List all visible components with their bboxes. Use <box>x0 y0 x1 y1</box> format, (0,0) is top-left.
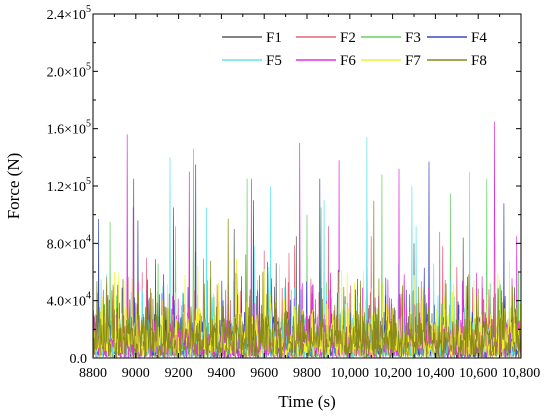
x-tick-label: 10,600 <box>459 366 498 381</box>
legend-label-f4: F4 <box>471 30 487 46</box>
series-layer <box>92 121 522 360</box>
legend-label-f1: F1 <box>266 30 282 46</box>
x-tick-label: 8800 <box>79 366 107 381</box>
y-tick-label: 0.0 <box>70 352 88 367</box>
x-axis-title: Time (s) <box>278 392 335 411</box>
legend-label-f8: F8 <box>471 53 487 69</box>
x-tick-label: 10,200 <box>373 366 412 381</box>
x-tick-label: 9000 <box>122 366 150 381</box>
legend: F1 F2 F3 F4 F5 F6 F7 F8 <box>220 24 515 70</box>
legend-label-f6: F6 <box>340 53 356 69</box>
tick-layer: 8800 9000 9200 9400 9600 9800 10,000 10,200 10,4… <box>47 4 541 381</box>
legend-label-f5: F5 <box>266 53 282 69</box>
y-axis-title: Force (N) <box>4 153 23 220</box>
series-line-f8 <box>92 200 522 360</box>
legend-label-f3: F3 <box>405 30 421 46</box>
y-tick-label: 2.4×105 <box>47 4 91 23</box>
legend-background <box>220 24 515 70</box>
x-tick-label: 10,400 <box>416 366 455 381</box>
y-tick-label: 1.6×105 <box>47 119 91 138</box>
x-tick-label: 9400 <box>207 366 235 381</box>
legend-label-f7: F7 <box>405 53 421 69</box>
y-tick-label: 1.2×105 <box>47 176 91 195</box>
y-tick-label: 8.0×104 <box>47 233 91 252</box>
x-tick-label: 10,000 <box>331 366 370 381</box>
x-tick-label: 10,800 <box>502 366 541 381</box>
y-tick-label: 2.0×105 <box>47 61 91 80</box>
legend-label-f2: F2 <box>340 30 356 46</box>
y-tick-label: 4.0×104 <box>47 291 91 310</box>
x-tick-label: 9600 <box>250 366 278 381</box>
x-tick-label: 9800 <box>293 366 321 381</box>
x-tick-label: 9200 <box>165 366 193 381</box>
